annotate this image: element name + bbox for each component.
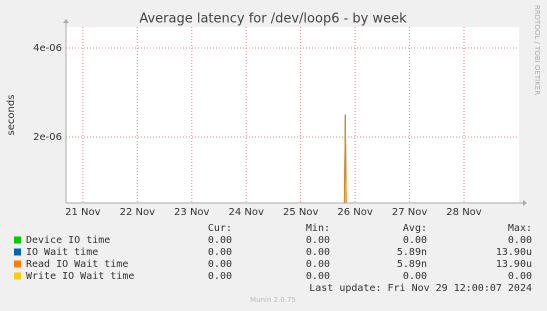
legend-stat: 5.89n (397, 259, 427, 270)
y-axis-arrow (63, 19, 69, 23)
legend-stat: 0.00 (508, 235, 532, 246)
plot-area (66, 27, 519, 203)
legend-stat: 0.00 (306, 271, 330, 282)
legend-swatch (14, 248, 21, 256)
x-tick-label: 26 Nov (337, 207, 373, 218)
legend: Cur: Min: Avg: Max:Device IO time 0.00 0.00 0.… (14, 223, 532, 282)
legend-stat: 0.00 (208, 271, 232, 282)
x-tick-label: 22 Nov (120, 207, 156, 218)
y-tick-label: 4e-06 (33, 43, 62, 54)
x-tick-label: 23 Nov (174, 207, 210, 218)
legend-stat: 0.00 (306, 235, 330, 246)
legend-stat: 13.90u (496, 259, 532, 270)
legend-header: Cur: (208, 223, 232, 234)
legend-stat: 13.90u (496, 247, 532, 258)
series-line (343, 114, 347, 203)
footer: Munin 2.0.75 (250, 296, 296, 304)
x-tick-label: 28 Nov (446, 207, 482, 218)
x-tick-label: 24 Nov (229, 207, 265, 218)
legend-stat: 0.00 (403, 235, 427, 246)
legend-swatch (14, 260, 21, 268)
x-axis-arrow (523, 200, 527, 206)
side-text: RRDTOOL / TOBI OETIKER (533, 5, 541, 95)
legend-label: IO Wait time (26, 247, 98, 258)
legend-stat: 0.00 (306, 247, 330, 258)
x-tick-label: 27 Nov (392, 207, 428, 218)
legend-header: Min: (306, 223, 330, 234)
legend-swatch (14, 236, 21, 244)
legend-label: Write IO Wait time (26, 271, 134, 282)
legend-label: Device IO time (26, 235, 110, 246)
legend-stat: 0.00 (403, 271, 427, 282)
lines (343, 114, 347, 203)
legend-swatch (14, 272, 21, 280)
legend-stat: 5.89n (397, 247, 427, 258)
legend-stat: 0.00 (208, 235, 232, 246)
x-tick-label: 21 Nov (65, 207, 101, 218)
legend-header: Max: (508, 223, 532, 234)
legend-stat: 0.00 (208, 247, 232, 258)
x-tick-label: 25 Nov (283, 207, 319, 218)
chart-title: Average latency for /dev/loop6 - by week (139, 12, 407, 27)
legend-stat: 0.00 (306, 259, 330, 270)
legend-stat: 0.00 (508, 271, 532, 282)
last-update: Last update: Fri Nov 29 12:00:07 2024 (309, 283, 532, 294)
grid (66, 27, 519, 203)
y-tick-label: 2e-06 (33, 132, 62, 143)
legend-label: Read IO Wait time (26, 259, 128, 270)
legend-stat: 0.00 (208, 259, 232, 270)
y-axis-label: seconds (6, 95, 17, 136)
legend-header: Avg: (403, 223, 427, 234)
